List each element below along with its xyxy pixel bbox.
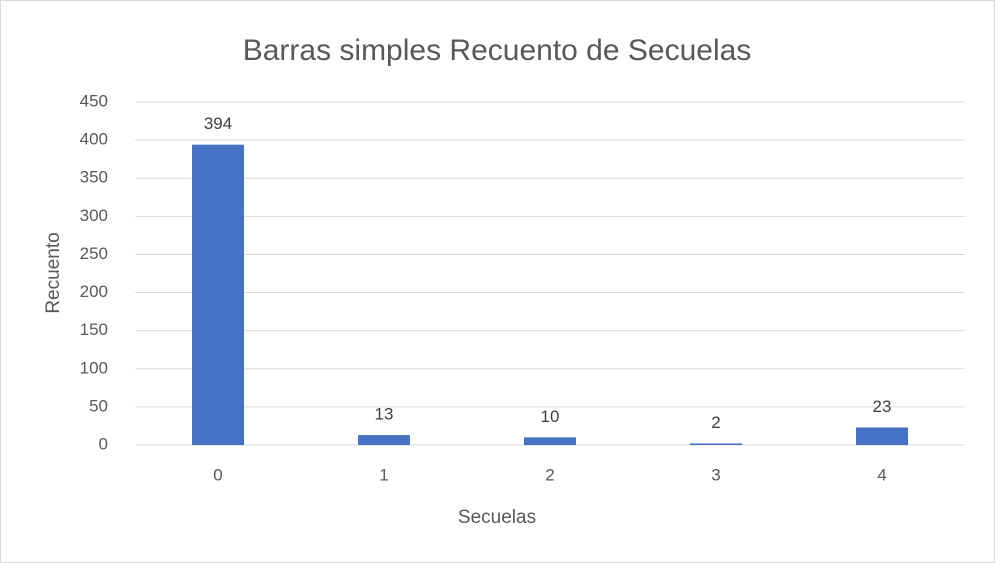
y-tick-label: 0 [99,434,108,453]
data-label: 394 [204,114,232,133]
y-tick-label: 250 [80,244,108,263]
bar [192,144,244,445]
x-tick-label: 2 [545,465,554,484]
bar [358,435,410,445]
bar [524,437,576,445]
y-tick-label: 150 [80,320,108,339]
chart-title: Barras simples Recuento de Secuelas [243,34,752,67]
bar [856,427,908,445]
data-label: 23 [873,397,892,416]
y-tick-label: 350 [80,168,108,187]
data-label: 13 [375,405,394,424]
y-tick-label: 450 [80,91,108,110]
x-tick-label: 4 [877,465,886,484]
data-label: 2 [711,413,720,432]
x-tick-label: 3 [711,465,720,484]
y-tick-label: 300 [80,206,108,225]
y-tick-label: 50 [89,396,108,415]
data-label: 10 [541,407,560,426]
x-tick-label: 1 [379,465,388,484]
bar [690,443,742,445]
y-tick-label: 200 [80,282,108,301]
y-tick-label: 400 [80,130,108,149]
x-axis-label: Secuelas [458,507,536,528]
x-tick-label: 0 [213,465,222,484]
y-tick-label: 100 [80,358,108,377]
y-axis-label: Recuento [43,232,64,313]
